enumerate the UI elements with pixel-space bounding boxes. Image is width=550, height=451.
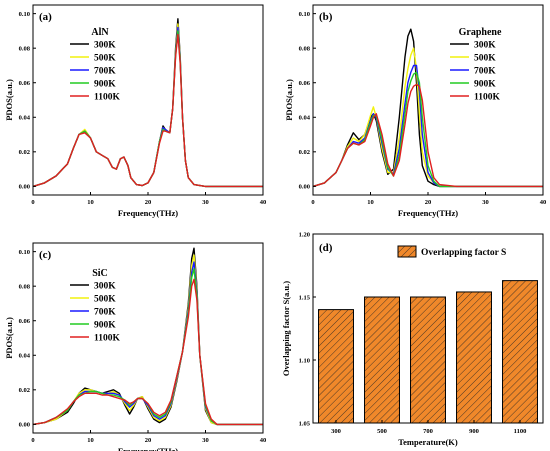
bar-1100 bbox=[502, 280, 538, 424]
series-line-1100K bbox=[312, 83, 543, 188]
y-tick-label: 0.04 bbox=[299, 115, 311, 122]
plot-frame bbox=[32, 4, 264, 196]
y-tick-label: 0.08 bbox=[19, 45, 31, 52]
series-line-500K bbox=[312, 47, 543, 188]
y-tick-label: 0.04 bbox=[19, 353, 31, 360]
legend-entry: 500K bbox=[474, 53, 496, 63]
x-axis-label: Frequency(THz) bbox=[118, 208, 178, 218]
panel-label: (a) bbox=[39, 11, 52, 23]
panel-label: (c) bbox=[39, 249, 52, 261]
y-tick-label: 0.04 bbox=[19, 115, 31, 122]
x-tick-label: 30 bbox=[202, 199, 209, 206]
y-axis-label: PDOS(a.u.) bbox=[4, 79, 14, 121]
legend-entry: 300K bbox=[94, 40, 116, 50]
material-label: Graphene bbox=[459, 27, 502, 38]
panel-label: (d) bbox=[319, 242, 333, 254]
y-tick-label: 0.06 bbox=[19, 80, 31, 87]
x-tick-label: 40 bbox=[260, 199, 267, 206]
series-line-300K bbox=[32, 18, 263, 188]
panel-label: (b) bbox=[319, 11, 333, 23]
legend-swatch bbox=[397, 245, 417, 258]
x-axis-label: Frequency(THz) bbox=[398, 208, 458, 218]
x-tick-label: 900 bbox=[469, 428, 479, 435]
series-line-300K bbox=[32, 247, 263, 426]
y-tick-label: 1.10 bbox=[299, 357, 310, 364]
bar-300 bbox=[318, 309, 354, 424]
x-axis-label: Temperature(K) bbox=[398, 437, 458, 447]
panel-d: 300 500 700 900 1100 1.05 1.10 1.15 1.20 Temperat… bbox=[281, 231, 544, 447]
x-tick-label: 300 bbox=[331, 428, 341, 435]
legend-entry: 700K bbox=[94, 66, 116, 76]
material-label: AlN bbox=[91, 27, 109, 38]
y-tick-label: 1.05 bbox=[299, 420, 311, 427]
x-tick-label: 0 bbox=[311, 199, 314, 206]
legend-entry: 500K bbox=[94, 53, 116, 63]
series-line-700K bbox=[32, 261, 263, 426]
legend-entry: 1100K bbox=[474, 92, 500, 102]
x-tick-label: 10 bbox=[87, 199, 94, 206]
series-line-500K bbox=[32, 254, 263, 426]
series-line-700K bbox=[312, 64, 543, 188]
y-tick-label: 1.20 bbox=[299, 231, 310, 238]
y-tick-label: 0.02 bbox=[19, 149, 30, 156]
x-tick-label: 700 bbox=[423, 428, 433, 435]
material-label: SiC bbox=[92, 268, 108, 279]
y-tick-label: 0.08 bbox=[299, 45, 311, 52]
bar-900 bbox=[456, 291, 492, 424]
legend-entry: 700K bbox=[94, 307, 116, 317]
y-axis-label: PDOS(a.u.) bbox=[284, 79, 294, 121]
x-tick-label: 0 bbox=[31, 199, 34, 206]
panel-a: 0 10 20 30 40 0.00 0.02 0.04 0.06 0.08 0.10 Frequen… bbox=[4, 4, 267, 218]
legend-entry: 700K bbox=[474, 66, 496, 76]
y-tick-label: 0.00 bbox=[19, 184, 30, 191]
legend-entry: 500K bbox=[94, 294, 116, 304]
x-tick-label: 10 bbox=[367, 199, 374, 206]
x-tick-label: 10 bbox=[87, 437, 94, 444]
y-axis-label: PDOS(a.u.) bbox=[4, 317, 14, 359]
y-tick-label: 0.06 bbox=[19, 318, 31, 325]
x-tick-label: 20 bbox=[145, 437, 152, 444]
x-tick-label: 1100 bbox=[514, 428, 527, 435]
series-line-1100K bbox=[32, 278, 263, 426]
panel-b: 0 10 20 30 40 0.00 0.02 0.04 0.06 0.08 0.10 Frequen… bbox=[284, 4, 547, 218]
x-tick-label: 40 bbox=[540, 199, 547, 206]
legend-entry: 900K bbox=[474, 79, 496, 89]
legend-entry: 1100K bbox=[94, 92, 120, 102]
x-tick-label: 500 bbox=[377, 428, 387, 435]
legend-entry: 900K bbox=[94, 320, 116, 330]
legend-entry: Overlapping factor S bbox=[421, 248, 506, 258]
legend-entry: 1100K bbox=[94, 333, 120, 343]
y-axis-label: Overlapping factor S(a.u.) bbox=[281, 281, 291, 376]
y-tick-label: 0.10 bbox=[299, 11, 310, 18]
y-tick-label: 0.06 bbox=[299, 80, 311, 87]
y-tick-label: 1.15 bbox=[299, 294, 311, 301]
series-line-900K bbox=[32, 268, 263, 426]
x-axis-label: Frequency(THz) bbox=[118, 446, 178, 451]
y-tick-label: 0.00 bbox=[299, 184, 310, 191]
y-tick-label: 0.02 bbox=[19, 387, 30, 394]
x-tick-label: 30 bbox=[202, 437, 209, 444]
panel-c: 0 10 20 30 40 0.00 0.02 0.04 0.06 0.08 0.10 Frequen… bbox=[4, 242, 267, 451]
y-tick-label: 0.08 bbox=[19, 283, 31, 290]
x-tick-label: 40 bbox=[260, 437, 267, 444]
x-tick-label: 30 bbox=[482, 199, 489, 206]
x-tick-label: 20 bbox=[145, 199, 152, 206]
legend-entry: 300K bbox=[474, 40, 496, 50]
series-line-1100K bbox=[32, 33, 263, 188]
series-line-300K bbox=[312, 28, 543, 188]
x-tick-label: 0 bbox=[31, 437, 34, 444]
y-tick-label: 0.10 bbox=[19, 11, 30, 18]
y-tick-label: 0.02 bbox=[299, 149, 310, 156]
plot-frame bbox=[312, 233, 544, 424]
legend-entry: 300K bbox=[94, 281, 116, 291]
x-tick-label: 20 bbox=[425, 199, 432, 206]
y-tick-label: 0.00 bbox=[19, 422, 30, 429]
legend-entry: 900K bbox=[94, 79, 116, 89]
bar-500 bbox=[364, 296, 400, 424]
bar-700 bbox=[410, 296, 446, 424]
y-tick-label: 0.10 bbox=[19, 249, 30, 256]
